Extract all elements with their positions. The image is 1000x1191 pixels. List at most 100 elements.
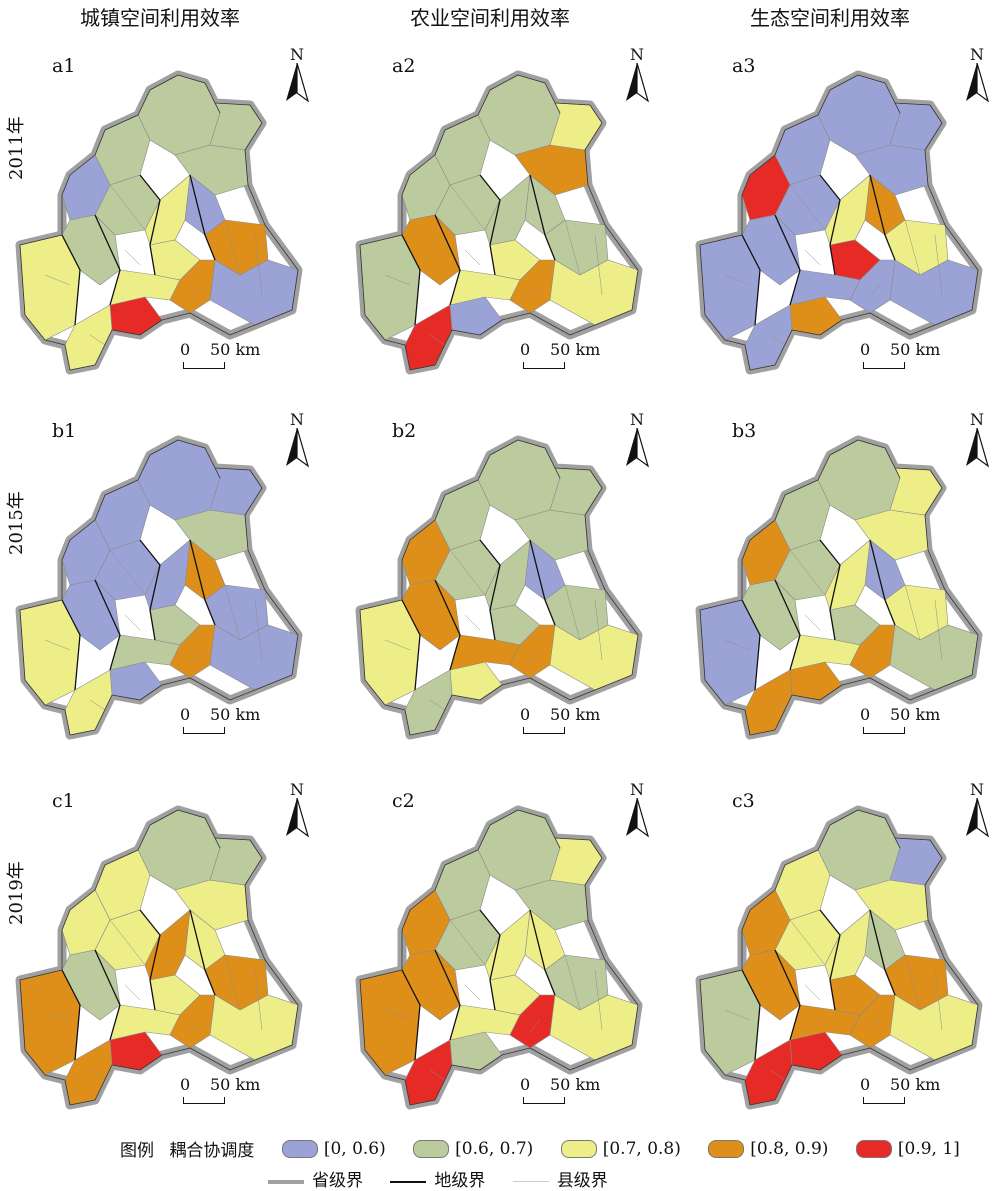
panel-label: b3 — [732, 420, 757, 442]
county-boundary — [89, 334, 106, 346]
boundary-line-sample — [512, 1181, 549, 1182]
county-boundary — [869, 284, 881, 298]
prefecture-boundary — [61, 234, 81, 326]
panel-label: b1 — [52, 420, 77, 442]
map-panel-a3: a3 N 0 50 km — [680, 35, 1000, 385]
scale-bar: 0 50 km — [180, 705, 300, 745]
county-boundary — [529, 1019, 541, 1033]
region-outline — [19, 809, 299, 1106]
legend-subtitle: 耦合协调度 — [169, 1141, 255, 1161]
county-boundary — [529, 649, 541, 663]
north-arrow-icon: N — [962, 780, 992, 840]
scale-zero: 0 — [180, 340, 191, 359]
county-region — [401, 949, 461, 1021]
county-boundary — [254, 599, 263, 661]
panel-label: a1 — [52, 55, 76, 77]
prefecture-boundary — [774, 949, 801, 1041]
county-boundary — [124, 249, 141, 266]
county-boundary — [724, 639, 751, 651]
north-arrow-shape — [626, 63, 650, 103]
county-boundary — [464, 984, 481, 1001]
region-outline — [699, 439, 979, 736]
county-boundary — [514, 219, 526, 241]
column-title-ecology: 生态空间利用效率 — [750, 6, 910, 30]
scale-zero: 0 — [180, 1075, 191, 1094]
prefecture-boundary — [479, 174, 501, 276]
north-label: N — [630, 410, 644, 429]
legend-class-label: [0.9, 1] — [897, 1138, 960, 1159]
legend-class-label: [0, 0.6) — [323, 1138, 386, 1159]
prefecture-boundary — [189, 174, 216, 261]
region-outline — [359, 809, 639, 1106]
county-boundary — [904, 219, 921, 276]
county-boundary — [89, 699, 106, 711]
map-panel-a2: a2 N 0 50 km — [340, 35, 660, 385]
county-boundary — [489, 139, 516, 156]
north-label: N — [630, 780, 644, 799]
county-boundary — [564, 219, 581, 276]
county-boundary — [804, 614, 821, 631]
scale-distance: 50 km — [550, 705, 601, 724]
scale-bar-line — [183, 1097, 225, 1104]
region-outline — [699, 809, 979, 1106]
column-title-agriculture: 农业空间利用效率 — [410, 6, 570, 30]
map-panel-a1: a1 N 0 50 km — [0, 35, 320, 385]
map-panel-b3: b3 N 0 50 km — [680, 400, 1000, 750]
prefecture-boundary — [94, 949, 121, 1041]
county-region — [61, 579, 121, 651]
north-arrow-shape — [286, 428, 310, 468]
scale-distance: 50 km — [210, 705, 261, 724]
scale-bar-line — [863, 727, 905, 734]
prefecture-boundary — [819, 539, 841, 641]
panel-label: b2 — [392, 420, 417, 442]
legend-boundary-row: 省级界 地级界 县级界 — [268, 1166, 630, 1191]
county-boundary — [44, 639, 71, 651]
choropleth-map — [355, 70, 643, 375]
county-boundary — [869, 649, 881, 663]
prefecture-boundary — [741, 234, 761, 326]
north-arrow-icon: N — [282, 410, 312, 470]
prefecture-boundary — [189, 909, 216, 996]
county-boundary — [44, 274, 71, 286]
scale-bar: 0 50 km — [520, 705, 640, 745]
county-boundary — [124, 984, 141, 1001]
panel-label: c1 — [52, 790, 75, 812]
scale-bar: 0 50 km — [860, 1075, 980, 1115]
scale-zero: 0 — [180, 705, 191, 724]
county-boundary — [224, 954, 241, 1011]
scale-distance: 50 km — [550, 1075, 601, 1094]
county-boundary — [109, 549, 146, 596]
county-boundary — [149, 504, 176, 521]
county-boundary — [189, 284, 201, 298]
legend-boundary-province: 省级界 — [268, 1166, 363, 1191]
panel-label: a3 — [732, 55, 756, 77]
scale-bar-line — [183, 362, 225, 369]
choropleth-map — [15, 805, 303, 1110]
legend-class-label: [0.7, 0.8) — [602, 1138, 681, 1159]
map-panel-c2: c2 N 0 50 km — [340, 770, 660, 1120]
prefecture-boundary — [434, 214, 461, 306]
prefecture-boundary — [479, 909, 501, 1011]
legend: 图例 耦合协调度 [0, 0.6) [0.6, 0.7) [0.7, 0.8) … — [0, 1132, 1000, 1191]
legend-class-label: [0.8, 0.9) — [750, 1138, 829, 1159]
scale-zero: 0 — [860, 1075, 871, 1094]
legend-title: 图例 — [120, 1141, 154, 1161]
scale-bar: 0 50 km — [860, 705, 980, 745]
prefecture-boundary — [61, 969, 81, 1061]
county-boundary — [174, 584, 186, 606]
scale-distance: 50 km — [890, 1075, 941, 1094]
county-boundary — [189, 649, 201, 663]
legend-boundary-label: 省级界 — [312, 1171, 363, 1191]
county-boundary — [829, 504, 856, 521]
county-boundary — [829, 874, 856, 891]
north-label: N — [970, 780, 984, 799]
north-arrow-shape — [626, 798, 650, 838]
scale-bar-line — [863, 1097, 905, 1104]
choropleth-map — [355, 805, 643, 1110]
prefecture-boundary — [819, 174, 841, 276]
north-arrow-icon: N — [962, 45, 992, 105]
county-boundary — [224, 584, 241, 641]
county-boundary — [384, 274, 411, 286]
county-boundary — [789, 919, 826, 966]
county-boundary — [594, 599, 603, 661]
